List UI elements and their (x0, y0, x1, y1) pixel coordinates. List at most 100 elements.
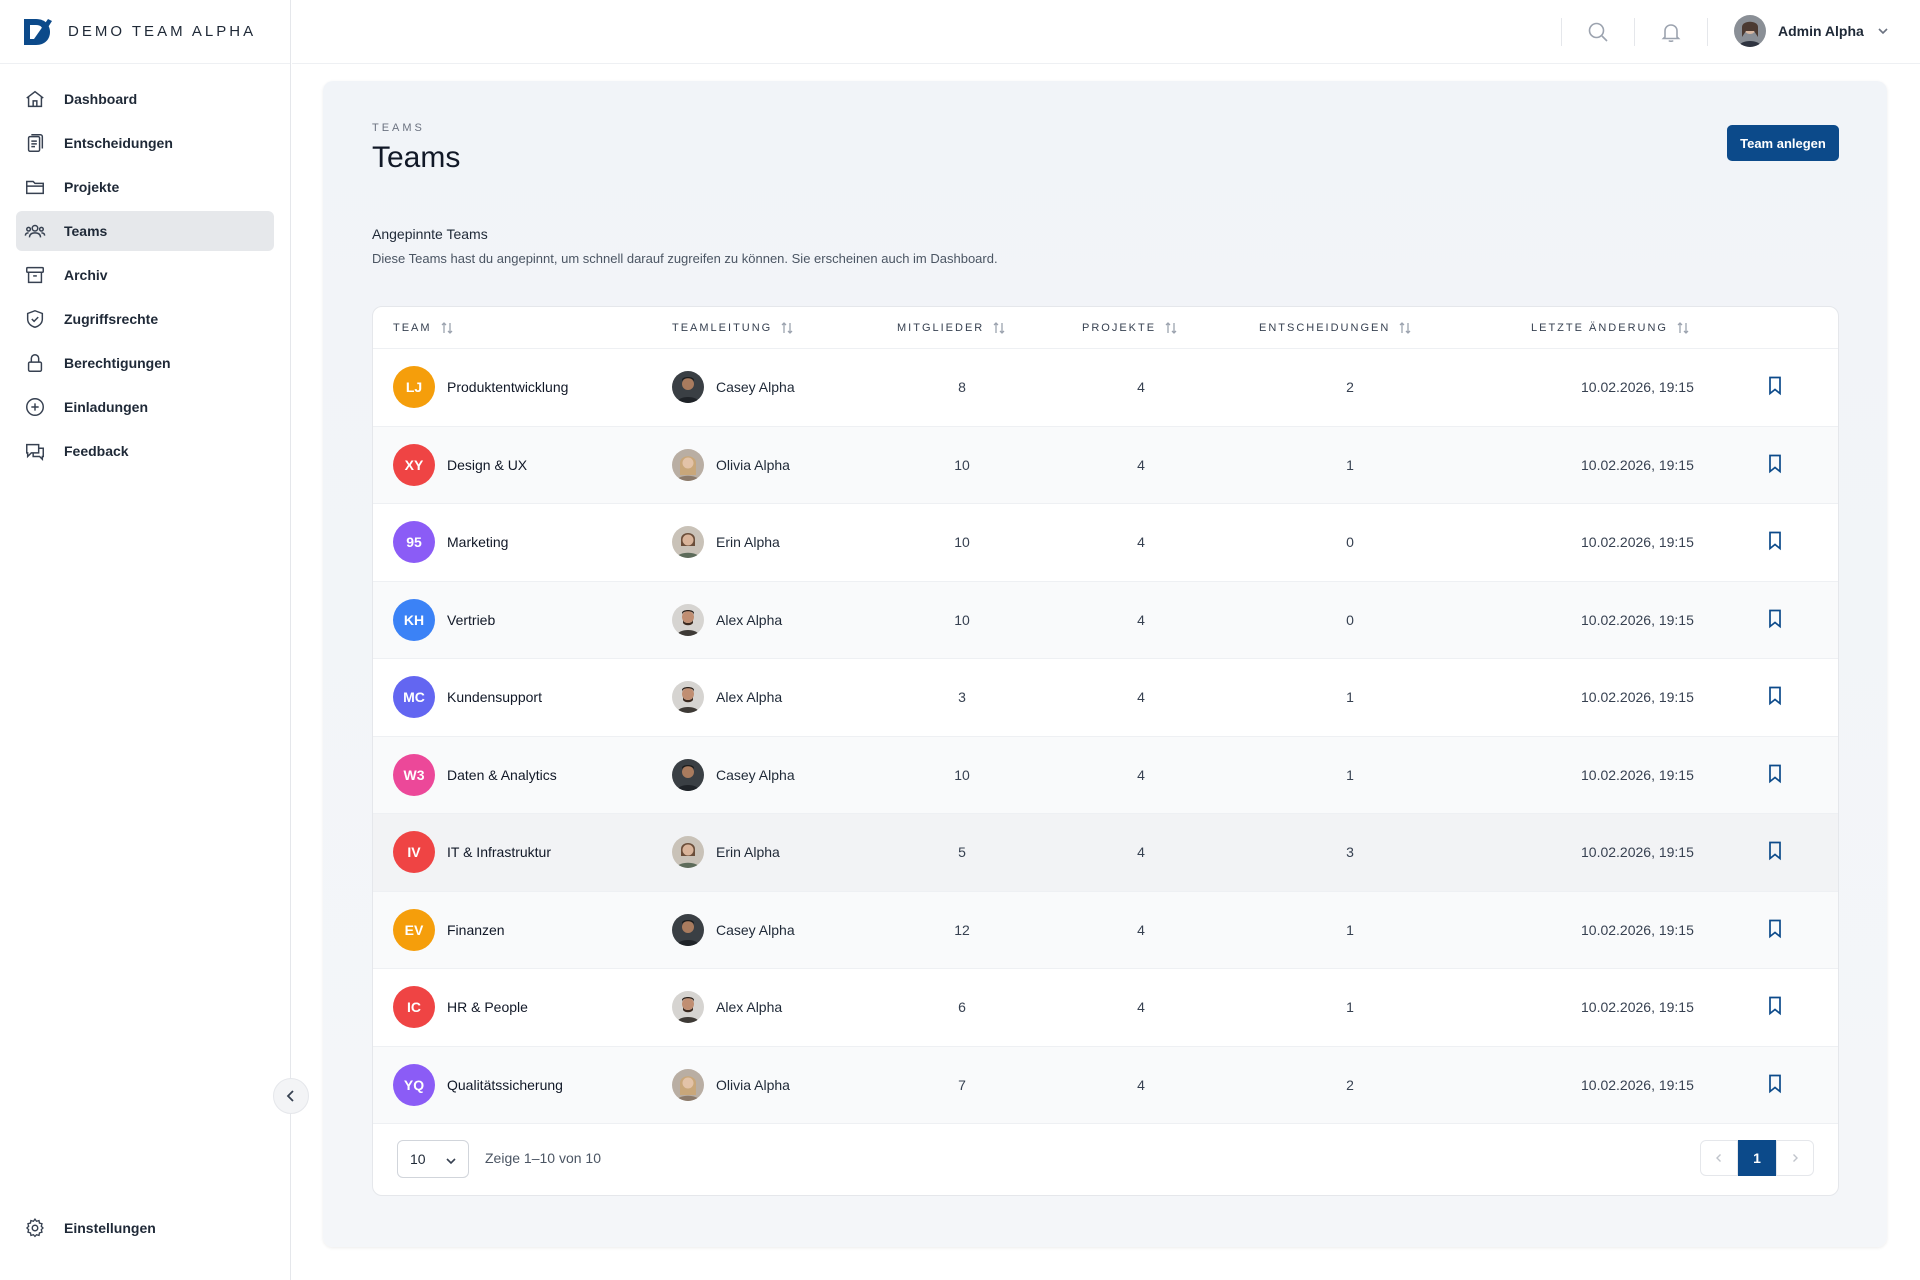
column-header-label: LETZTE ÄNDERUNG (1531, 322, 1668, 334)
pagination: 1 (1700, 1140, 1814, 1176)
sidebar-item-feedback[interactable]: Feedback (16, 431, 274, 471)
column-header-members[interactable]: MITGLIEDER (897, 321, 1006, 335)
sidebar-item-label: Berechtigungen (64, 355, 171, 371)
sidebar-item-label: Einladungen (64, 399, 148, 415)
bookmark-icon (1769, 764, 1781, 784)
bookmark-icon (1769, 686, 1781, 706)
projects-count: 4 (1137, 766, 1145, 783)
column-header-decisions[interactable]: ENTSCHEIDUNGEN (1259, 321, 1412, 335)
team-name[interactable]: Design & UX (447, 456, 528, 473)
bookmark-icon (1769, 1074, 1781, 1094)
sidebar-item-teams[interactable]: Teams (16, 211, 274, 251)
column-header-label: PROJEKTE (1082, 322, 1157, 334)
bookmark-button[interactable] (1766, 918, 1784, 941)
column-header-updated[interactable]: LETZTE ÄNDERUNG (1531, 321, 1690, 335)
avatar (672, 371, 704, 404)
last-updated: 10.02.2026, 19:15 (1581, 1076, 1694, 1093)
team-name[interactable]: Kundensupport (447, 689, 542, 706)
table-row[interactable]: KH Vertrieb Alex Alpha 10 4 0 10.02.2026, 19:1… (373, 581, 1838, 659)
prev-page-button[interactable] (1700, 1140, 1738, 1176)
column-header-projects[interactable]: PROJEKTE (1082, 321, 1178, 335)
table-body: LJ Produktentwicklung Casey Alpha 8 4 2 10.02.… (373, 349, 1838, 1124)
bookmark-icon (1769, 919, 1781, 939)
table-row[interactable]: YQ Qualitätssicherung Olivia Alpha 7 4 2 10.02… (373, 1046, 1838, 1124)
table-row[interactable]: 95 Marketing Erin Alpha 10 4 0 10.02.2026, 19:… (373, 504, 1838, 582)
team-name[interactable]: Vertrieb (447, 611, 496, 628)
user-menu[interactable]: Admin Alpha (1734, 15, 1890, 47)
team-name[interactable]: Daten & Analytics (447, 766, 557, 783)
sidebar-item-berechtigungen[interactable]: Berechtigungen (16, 343, 274, 383)
clipboard-icon (27, 134, 44, 152)
team-cell: W3 Daten & Analytics (393, 753, 557, 796)
sidebar-item-zugriffsrechte[interactable]: Zugriffsrechte (16, 299, 274, 339)
column-header-team[interactable]: TEAM (393, 321, 454, 335)
avatar (1734, 15, 1766, 47)
brand-name: DEMO TEAM ALPHA (68, 23, 257, 40)
table-row[interactable]: IC HR & People Alex Alpha 6 4 1 10.02.2026, 19… (373, 969, 1838, 1047)
sidebar-item-dashboard[interactable]: Dashboard (16, 79, 274, 119)
bookmark-button[interactable] (1766, 1073, 1784, 1096)
team-cell: YQ Qualitätssicherung (393, 1063, 563, 1106)
table-row[interactable]: LJ Produktentwicklung Casey Alpha 8 4 2 10.02.… (373, 349, 1838, 427)
collapse-sidebar-button[interactable] (273, 1078, 309, 1114)
team-name[interactable]: Marketing (447, 534, 509, 551)
last-updated: 10.02.2026, 19:15 (1581, 534, 1694, 551)
bookmark-button[interactable] (1766, 763, 1784, 786)
sidebar-item-einstellungen[interactable]: Einstellungen (16, 1208, 274, 1248)
lead-name: Alex Alpha (716, 999, 783, 1016)
members-count: 8 (958, 379, 966, 396)
bookmark-button[interactable] (1766, 841, 1784, 864)
lead-cell: Casey Alpha (672, 913, 795, 946)
sidebar-item-einladungen[interactable]: Einladungen (16, 387, 274, 427)
bookmark-button[interactable] (1766, 608, 1784, 631)
lead-cell: Alex Alpha (672, 991, 783, 1024)
lead-name: Olivia Alpha (716, 456, 790, 473)
avatar (672, 526, 704, 559)
lead-name: Olivia Alpha (716, 1076, 790, 1093)
lead-cell: Casey Alpha (672, 371, 795, 404)
sidebar-bottom: Einstellungen (16, 1208, 274, 1252)
table-row[interactable]: EV Finanzen Casey Alpha 12 4 1 10.02.2026, 19:… (373, 891, 1838, 969)
page-title: Teams (372, 141, 461, 174)
table-row[interactable]: XY Design & UX Olivia Alpha 10 4 1 10.02.2026,… (373, 426, 1838, 504)
team-name[interactable]: HR & People (447, 999, 528, 1016)
team-name[interactable]: Qualitätssicherung (447, 1076, 563, 1093)
table-header: TEAM TEAMLEITUNG MITGLIEDER PROJEKTE ENT… (373, 307, 1838, 349)
bookmark-button[interactable] (1766, 686, 1784, 709)
team-name[interactable]: Produktentwicklung (447, 379, 569, 396)
sidebar-item-label: Archiv (64, 267, 108, 283)
avatar (672, 681, 704, 714)
bookmark-button[interactable] (1766, 996, 1784, 1019)
create-team-button[interactable]: Team anlegen (1727, 125, 1839, 161)
bookmark-button[interactable] (1766, 376, 1784, 399)
lead-cell: Casey Alpha (672, 758, 795, 791)
sidebar: DEMO TEAM ALPHA Dashboard Entscheidungen… (0, 0, 291, 1280)
members-count: 3 (958, 689, 966, 706)
table-row[interactable]: IV IT & Infrastruktur Erin Alpha 5 4 3 10.02.2… (373, 814, 1838, 892)
sidebar-item-projekte[interactable]: Projekte (16, 167, 274, 207)
divider (1634, 18, 1635, 46)
decisions-count: 2 (1346, 1076, 1354, 1093)
page-button[interactable]: 1 (1738, 1140, 1776, 1176)
brand[interactable]: DEMO TEAM ALPHA (0, 0, 290, 64)
bookmark-button[interactable] (1766, 531, 1784, 554)
home-icon (26, 90, 44, 108)
column-header-lead[interactable]: TEAMLEITUNG (672, 321, 794, 335)
next-page-button[interactable] (1776, 1140, 1814, 1176)
decisions-count: 1 (1346, 921, 1354, 938)
team-badge: IV (393, 831, 435, 874)
team-name[interactable]: Finanzen (447, 921, 505, 938)
avatar (672, 991, 704, 1024)
bell-icon[interactable] (1659, 20, 1683, 44)
bookmark-button[interactable] (1766, 453, 1784, 476)
sidebar-item-entscheidungen[interactable]: Entscheidungen (16, 123, 274, 163)
table-row[interactable]: MC Kundensupport Alex Alpha 3 4 1 10.02.2026, … (373, 659, 1838, 737)
column-header-label: TEAMLEITUNG (672, 322, 773, 334)
search-icon[interactable] (1586, 20, 1610, 44)
page-size-select[interactable]: 10 (397, 1140, 469, 1178)
team-name[interactable]: IT & Infrastruktur (447, 844, 551, 861)
table-row[interactable]: W3 Daten & Analytics Casey Alpha 10 4 1 10.02.… (373, 736, 1838, 814)
avatar (672, 448, 704, 481)
bookmark-icon (1769, 376, 1781, 396)
sidebar-item-archiv[interactable]: Archiv (16, 255, 274, 295)
